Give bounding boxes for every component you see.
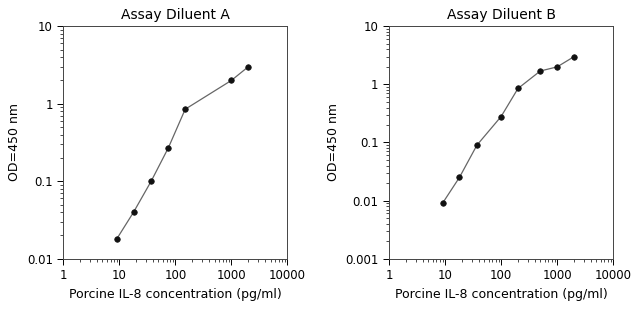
Y-axis label: OD=450 nm: OD=450 nm bbox=[8, 104, 21, 181]
Y-axis label: OD=450 nm: OD=450 nm bbox=[327, 104, 340, 181]
X-axis label: Porcine IL-8 concentration (pg/ml): Porcine IL-8 concentration (pg/ml) bbox=[395, 288, 607, 301]
X-axis label: Porcine IL-8 concentration (pg/ml): Porcine IL-8 concentration (pg/ml) bbox=[69, 288, 282, 301]
Title: Assay Diluent B: Assay Diluent B bbox=[447, 8, 556, 22]
Title: Assay Diluent A: Assay Diluent A bbox=[121, 8, 230, 22]
